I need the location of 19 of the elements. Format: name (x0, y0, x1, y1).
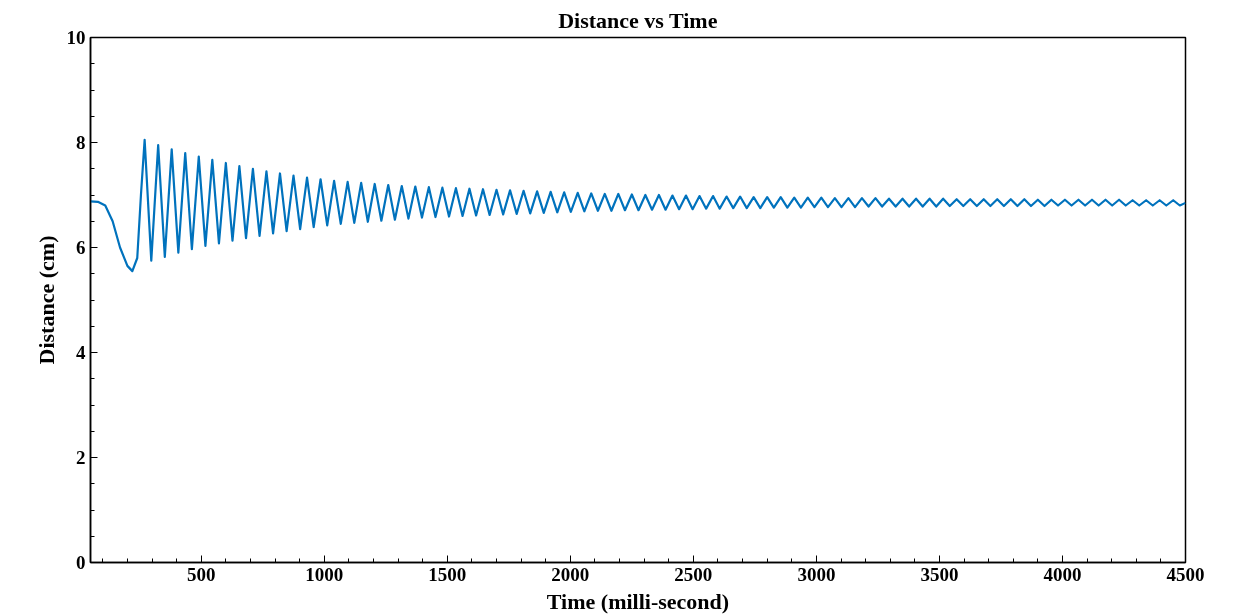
x-tick-label: 1500 (428, 563, 467, 585)
y-tick-label: 6 (76, 237, 86, 258)
x-tick-label: 4000 (1043, 563, 1082, 585)
x-tick-label: 3000 (797, 563, 836, 585)
x-tick-label: 500 (186, 563, 216, 585)
line-series (90, 138, 1186, 273)
x-tick-label: 1000 (305, 563, 344, 585)
y-tick-label: 2 (76, 447, 86, 468)
y-tick-label: 10 (66, 27, 86, 48)
chart-title: Distance vs Time (558, 7, 718, 33)
x-tick-label: 2500 (674, 563, 713, 585)
x-tick-label: 2000 (551, 563, 590, 585)
x-axis-title: Time (milli-second) (546, 588, 730, 614)
y-tick-label: 4 (76, 342, 86, 363)
x-tick-label: 4500 (1166, 563, 1205, 585)
y-tick-label: 8 (76, 132, 86, 153)
y-tick-label: 0 (76, 552, 86, 573)
y-axis-title: Distance (cm) (33, 235, 59, 365)
x-tick-label: 3500 (920, 563, 959, 585)
